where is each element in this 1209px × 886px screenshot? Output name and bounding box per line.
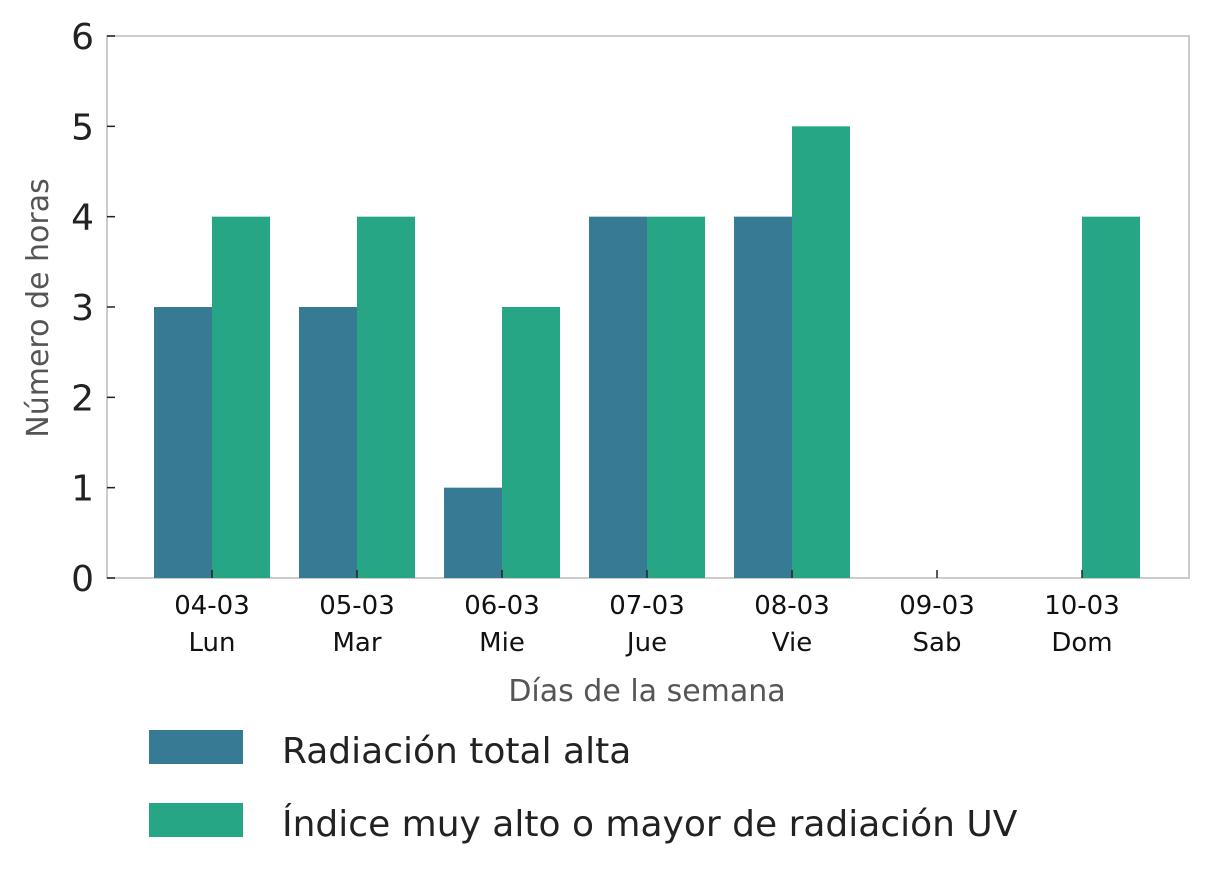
x-tick-label-day: Mie <box>479 628 525 658</box>
x-tick-label-date: 04-03 <box>174 591 250 621</box>
x-tick-label-date: 08-03 <box>754 591 830 621</box>
x-tick-label-date: 06-03 <box>464 591 540 621</box>
x-tick-label-day: Dom <box>1051 628 1112 658</box>
bar-indice-uv-08-03 <box>792 126 850 578</box>
y-tick-label: 0 <box>71 559 94 600</box>
y-tick-label: 4 <box>71 198 94 239</box>
bar-radiacion-total-04-03 <box>154 307 212 578</box>
x-axis-title: Días de la semana <box>508 674 785 709</box>
x-tick-label-date: 05-03 <box>319 591 395 621</box>
x-tick-label-day: Jue <box>625 628 667 658</box>
legend-swatch <box>149 730 243 764</box>
y-tick-label: 2 <box>71 378 94 419</box>
x-tick-label-date: 09-03 <box>899 591 975 621</box>
y-tick-label: 3 <box>71 288 94 329</box>
y-axis-title: Número de horas <box>21 178 56 437</box>
y-axis: 0 1 2 3 4 5 6 <box>71 17 115 600</box>
y-tick-label: 6 <box>71 17 94 58</box>
x-tick-label-date: 07-03 <box>609 591 685 621</box>
y-tick-label: 1 <box>71 469 94 510</box>
bar-indice-uv-04-03 <box>212 216 270 578</box>
y-tick-label: 5 <box>71 107 94 148</box>
bar-indice-uv-10-03 <box>1082 216 1140 578</box>
x-axis: 04-03 Lun 05-03 Mar 06-03 Mie 07-03 Jue 08-03 Vie… <box>174 570 1120 658</box>
legend-label: Radiación total alta <box>282 731 631 772</box>
x-tick-label-day: Vie <box>772 628 812 658</box>
bar-indice-uv-07-03 <box>647 216 705 578</box>
legend: Radiación total alta Índice muy alto o ma… <box>149 730 1018 845</box>
x-tick-label-day: Mar <box>332 628 381 658</box>
bar-radiacion-total-07-03 <box>589 216 647 578</box>
bar-radiacion-total-05-03 <box>299 307 357 578</box>
bar-radiacion-total-08-03 <box>734 216 792 578</box>
legend-swatch <box>149 803 243 837</box>
legend-label: Índice muy alto o mayor de radiación UV <box>282 803 1018 845</box>
bar-indice-uv-06-03 <box>502 307 560 578</box>
x-tick-label-day: Sab <box>913 628 962 658</box>
bar-radiacion-total-06-03 <box>444 487 502 578</box>
x-tick-label-date: 10-03 <box>1044 591 1120 621</box>
bars-group <box>154 126 1140 578</box>
x-tick-label-day: Lun <box>189 628 236 658</box>
bar-indice-uv-05-03 <box>357 216 415 578</box>
